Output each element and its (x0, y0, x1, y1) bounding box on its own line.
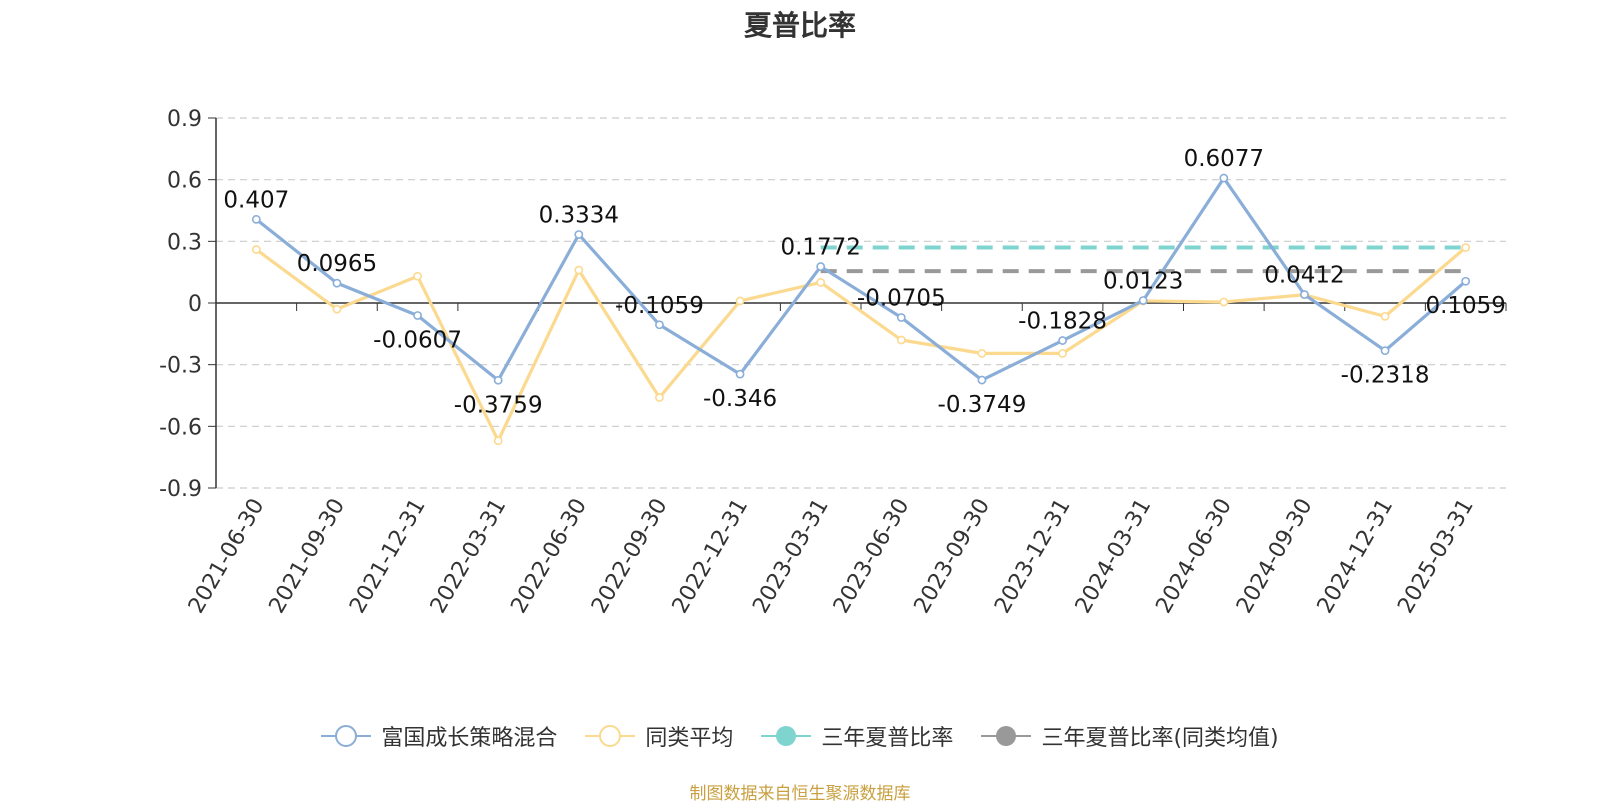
data-label: -0.346 (703, 386, 777, 412)
x-tick-label: 2023-12-31 (990, 495, 1076, 618)
y-tick-label: 0.3 (167, 230, 202, 255)
chart-legend: 富国成长策略混合 同类平均 三年夏普比率 三年夏普比率(同类均值) (0, 720, 1600, 752)
data-point (1461, 276, 1471, 286)
x-tick-label: 2024-09-30 (1232, 495, 1318, 618)
x-tick-label: 2025-03-31 (1393, 495, 1479, 618)
data-point (332, 304, 342, 314)
y-tick-label: -0.6 (159, 415, 202, 440)
legend-item[interactable]: 三年夏普比率(同类均值) (981, 720, 1279, 752)
series-line (255, 246, 1467, 443)
data-label: -0.0705 (857, 285, 946, 311)
data-point (977, 348, 987, 358)
data-point (251, 245, 261, 254)
legend-marker-icon (981, 726, 1032, 746)
data-source-note: 制图数据来自恒生聚源数据库 (689, 784, 911, 804)
legend-item[interactable]: 富国成长策略混合 (321, 720, 557, 752)
x-tick-label: 2024-06-30 (1151, 495, 1237, 618)
series-line (255, 176, 1467, 382)
data-point (574, 265, 584, 275)
legend-marker-icon (585, 725, 636, 747)
data-point (1058, 348, 1067, 358)
x-tick-label: 2022-03-31 (426, 495, 512, 618)
x-tick-label: 2024-12-31 (1313, 495, 1399, 618)
data-point (896, 335, 906, 345)
data-point (896, 313, 906, 322)
data-point (1138, 296, 1148, 305)
legend-item[interactable]: 同类平均 (585, 720, 733, 752)
x-tick-label: 2022-09-30 (587, 495, 673, 618)
data-point (493, 375, 503, 385)
x-tick-label: 2022-06-30 (506, 495, 592, 618)
data-point (977, 375, 987, 385)
data-point (1058, 336, 1067, 345)
data-label: 0.1772 (780, 235, 860, 261)
legend-label: 同类平均 (645, 726, 734, 751)
y-tick-label: 0 (188, 292, 202, 317)
data-label: 0.3334 (539, 202, 619, 228)
y-tick-label: -0.3 (159, 354, 202, 379)
x-tick-label: 2023-06-30 (829, 495, 915, 618)
data-label: 0.0412 (1264, 263, 1344, 289)
x-tick-label: 2024-03-31 (1071, 495, 1157, 618)
x-tick-label: 2023-09-30 (910, 495, 996, 618)
data-point (735, 369, 745, 379)
data-label: 0.0965 (297, 251, 377, 277)
legend-label: 三年夏普比率(同类均值) (1041, 726, 1279, 751)
data-point (816, 262, 826, 271)
data-label: -0.0607 (373, 327, 462, 353)
legend-item[interactable]: 三年夏普比率 (761, 720, 953, 752)
data-point (735, 296, 745, 306)
data-label: -0.3759 (454, 392, 543, 418)
x-tick-label: 2022-12-31 (668, 495, 754, 618)
data-label: 0.1059 (1425, 293, 1505, 319)
data-point (1300, 290, 1309, 299)
x-tick-label: 2021-09-30 (265, 495, 351, 618)
y-tick-label: 0.6 (167, 169, 202, 194)
data-point (413, 311, 422, 320)
data-point (493, 436, 503, 446)
legend-marker-icon (761, 726, 812, 746)
data-label: -0.3749 (938, 392, 1027, 418)
data-point (816, 278, 826, 287)
data-point (1461, 243, 1471, 252)
data-point (413, 271, 422, 281)
data-point (332, 278, 342, 288)
data-point (251, 214, 261, 224)
data-point (1219, 173, 1229, 183)
data-label: 0.6077 (1184, 146, 1264, 172)
data-label: -0.1059 (615, 293, 704, 319)
data-label: 0.0123 (1103, 268, 1183, 294)
y-tick-label: 0.9 (167, 107, 202, 132)
x-tick-label: 2023-03-31 (748, 495, 834, 618)
legend-label: 富国成长策略混合 (381, 726, 558, 751)
y-tick-label: -0.9 (159, 477, 202, 502)
legend-marker-icon (321, 725, 372, 747)
data-label: 0.407 (223, 187, 289, 213)
x-tick-label: 2021-06-30 (184, 495, 270, 618)
data-point (655, 320, 664, 330)
data-point (655, 393, 664, 402)
data-point (1380, 311, 1390, 321)
data-point (574, 230, 584, 239)
legend-label: 三年夏普比率 (821, 726, 954, 751)
data-label: -0.1828 (1018, 309, 1107, 335)
data-label: -0.2318 (1341, 363, 1430, 389)
chart-title: 夏普比率 (743, 9, 856, 42)
x-tick-label: 2021-12-31 (345, 495, 431, 618)
data-point (1219, 297, 1229, 307)
data-point (1380, 346, 1390, 356)
